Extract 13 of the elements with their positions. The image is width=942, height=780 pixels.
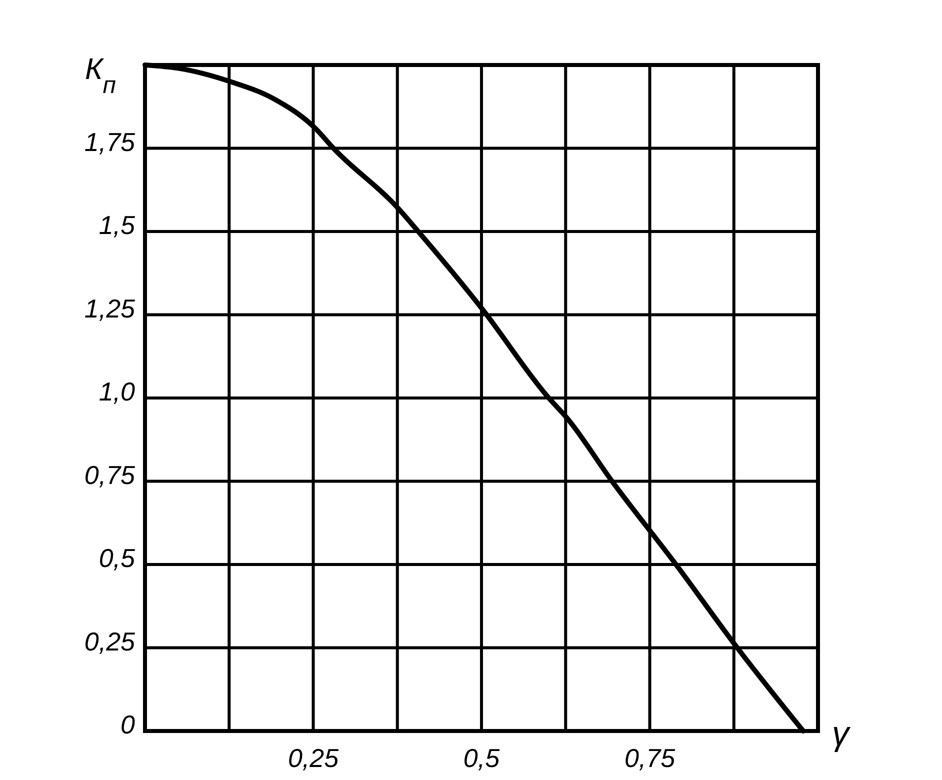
x-tick-label: 0,25 [288,743,340,773]
y-tick-label: 0,75 [84,460,136,490]
y-tick-label: 0 [120,710,136,740]
y-tick-label: 1,0 [98,376,136,407]
y-tick-label: 1,25 [84,293,136,324]
x-axis-title: γ [832,715,851,753]
y-tick-label: 0,25 [84,626,136,656]
y-tick-label: 1,75 [84,126,136,157]
y-tick-label: 0,5 [98,543,136,574]
x-tick-label: 0,5 [463,743,500,773]
y-tick-label: 1,5 [98,210,136,240]
y-axis-title: К$_{п}$ [85,53,116,98]
x-tick-label: 0,75 [624,743,676,773]
